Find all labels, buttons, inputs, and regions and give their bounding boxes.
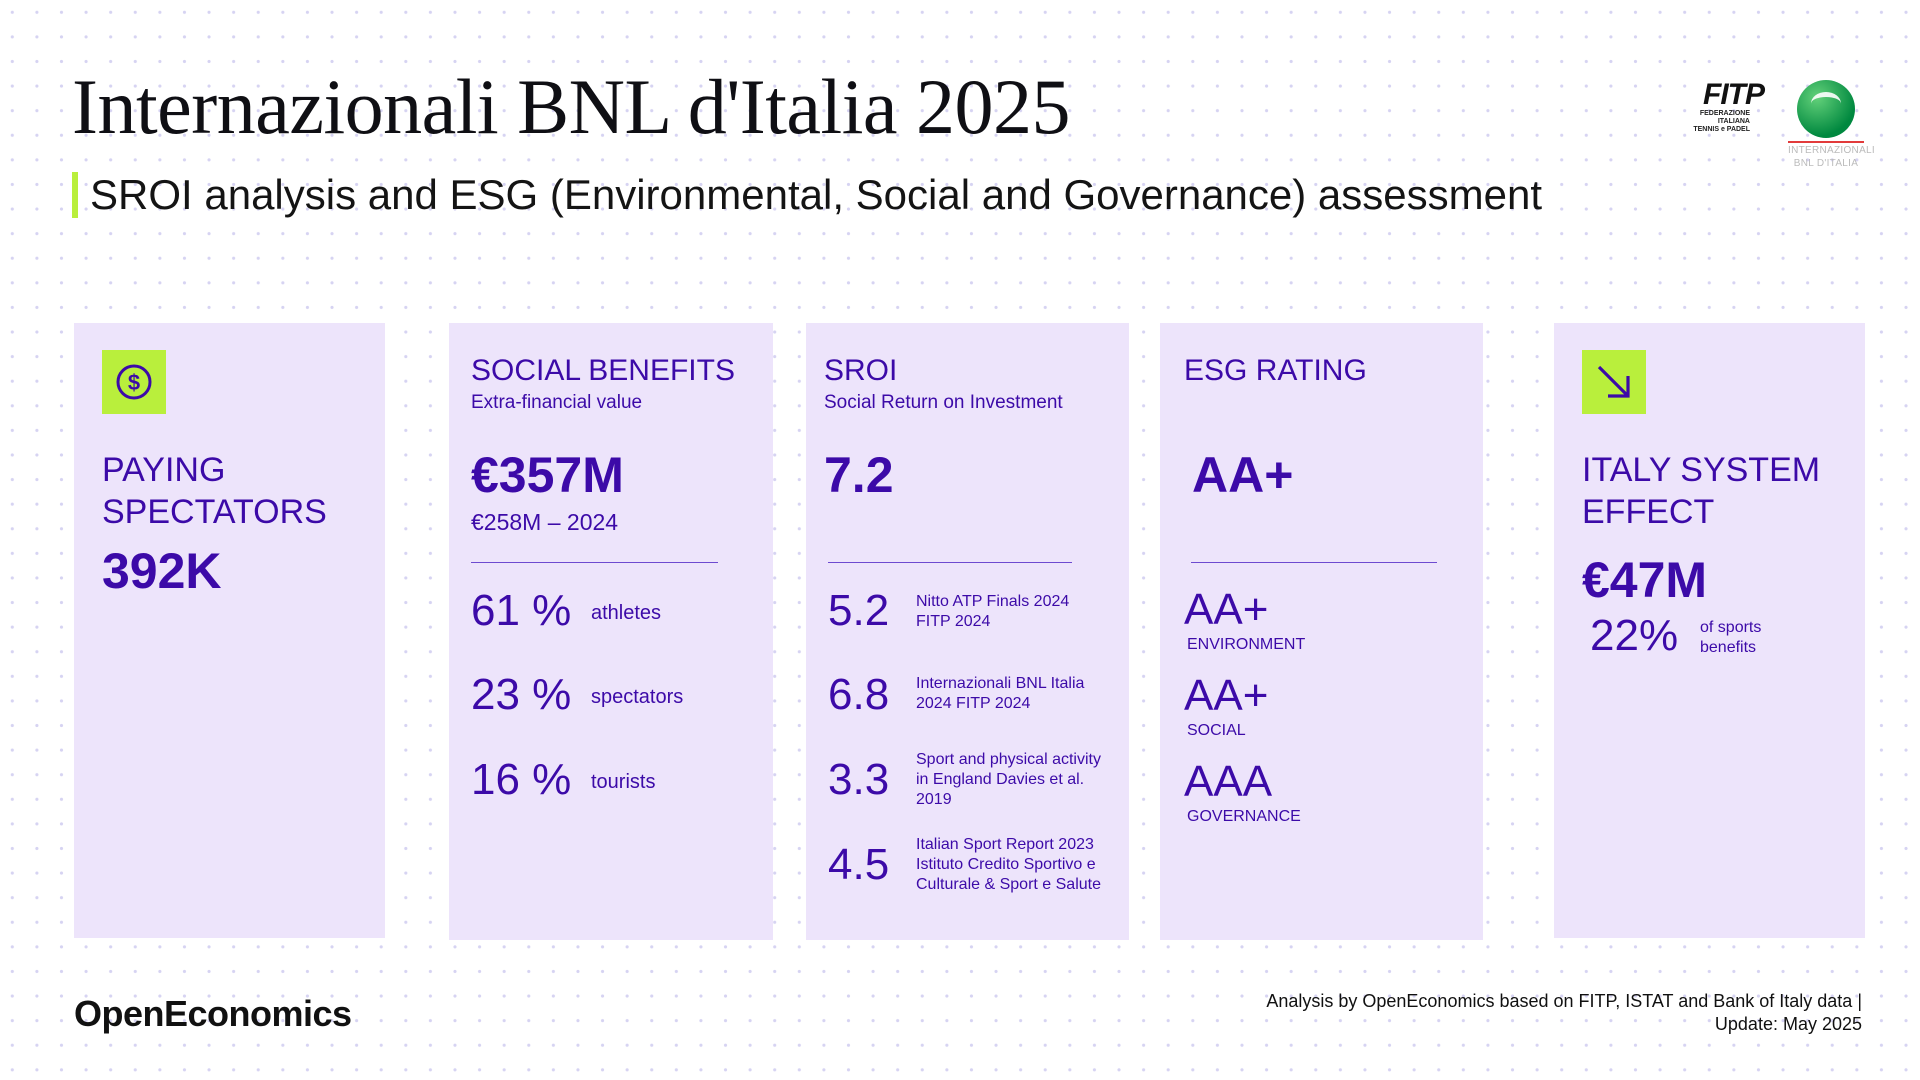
footer-note-line1: Analysis by OpenEconomics based on FITP,… xyxy=(1266,991,1862,1011)
openeconomics-logo: OpenEconomics xyxy=(74,993,352,1034)
spectators-label-line2: SPECTATORS xyxy=(102,493,327,531)
esg-component-rating: AA+ xyxy=(1184,671,1269,720)
italy-pct-label: of sports benefits xyxy=(1700,618,1761,658)
benchmark-value: 5.2 xyxy=(828,586,890,635)
fitp-logo-line1: FEDERAZIONE xyxy=(1699,110,1750,117)
breakdown-label: spectators xyxy=(591,686,684,708)
social-value: €357M xyxy=(471,447,624,503)
tennis-ball-icon xyxy=(1797,80,1855,138)
benchmark-label-line: 2024 FITP 2024 xyxy=(916,695,1031,712)
social-subtitle: Extra-financial value xyxy=(471,392,643,413)
benchmark-label-line: in England Davies et al. xyxy=(916,771,1085,788)
italy-pct-label-line: benefits xyxy=(1700,639,1757,656)
arrow-down-right-icon xyxy=(1582,350,1646,414)
benchmark-label-line: Culturale & Sport e Salute xyxy=(916,876,1101,893)
breakdown-label: athletes xyxy=(591,602,662,624)
social-previous: €258M – 2024 xyxy=(471,509,619,535)
spectators-card: $ PAYING SPECTATORS 392K xyxy=(74,323,385,938)
esg-component-label: SOCIAL xyxy=(1187,722,1246,739)
italy-label-line2: EFFECT xyxy=(1582,493,1715,531)
esg-component-social: AA+ SOCIAL xyxy=(1184,674,1268,740)
benchmark-label: Italian Sport Report 2023 Istituto Credi… xyxy=(916,835,1116,895)
benchmark-label: Internazionali BNL Italia 2024 FITP 2024 xyxy=(916,674,1116,714)
esg-component-label: ENVIRONMENT xyxy=(1187,636,1306,653)
benchmark-label-line: Sport and physical activity xyxy=(916,751,1101,768)
page-title: Internazionali BNL d'Italia 2025 xyxy=(72,63,1071,150)
esg-component-label: GOVERNANCE xyxy=(1187,808,1301,825)
benchmark-label-line: Nitto ATP Finals 2024 xyxy=(916,593,1070,610)
benchmark-label-line: Internazionali BNL Italia xyxy=(916,675,1085,692)
fitp-logo-word: FITP xyxy=(1703,78,1765,111)
event-logo: INTERNAZIONALI BNL D'ITALIA xyxy=(1788,80,1875,170)
page-subtitle: SROI analysis and ESG (Environmental, So… xyxy=(72,172,1542,218)
fitp-logo-line3: TENNIS e PADEL xyxy=(1693,126,1750,133)
benchmark-label-line: 2019 xyxy=(916,791,952,808)
italy-pct-label-line: of sports xyxy=(1700,619,1762,636)
esg-component-rating: AA+ xyxy=(1184,585,1269,634)
sroi-card: SROI Social Return on Investment 7.2 5.2… xyxy=(806,323,1129,940)
sroi-value: 7.2 xyxy=(824,447,894,503)
esg-component-governance: AAA GOVERNANCE xyxy=(1184,760,1301,826)
breakdown-pct: 16 % xyxy=(471,755,572,804)
sroi-title: SROI xyxy=(824,354,898,387)
benchmark-label: Sport and physical activity in England D… xyxy=(916,750,1116,810)
fitp-logo-line2: ITALIANA xyxy=(1717,118,1750,125)
event-logo-line1: INTERNAZIONALI xyxy=(1788,145,1875,156)
breakdown-pct: 61 % xyxy=(471,586,572,635)
italy-value: €47M xyxy=(1582,552,1708,608)
sroi-divider xyxy=(828,562,1072,563)
footer-source-note: Analysis by OpenEconomics based on FITP,… xyxy=(1266,990,1862,1036)
esg-component-rating: AAA xyxy=(1184,757,1273,806)
footer-note-line2: Update: May 2025 xyxy=(1714,1014,1862,1034)
social-title: SOCIAL BENEFITS xyxy=(471,354,735,387)
logo-divider xyxy=(1788,141,1864,143)
dollar-circle-icon: $ xyxy=(102,350,166,414)
esg-divider xyxy=(1191,562,1437,563)
benchmark-value: 3.3 xyxy=(828,755,890,804)
sroi-subtitle: Social Return on Investment xyxy=(824,392,1063,413)
benchmark-value: 4.5 xyxy=(828,840,890,889)
benchmark-label-line: FITP 2024 xyxy=(916,613,991,630)
event-logo-line2: BNL D'ITALIA xyxy=(1793,158,1859,169)
spectators-value: 392K xyxy=(102,543,222,599)
breakdown-label: tourists xyxy=(591,771,656,793)
benchmark-label-line: Italian Sport Report 2023 xyxy=(916,836,1094,853)
social-benefits-card: SOCIAL BENEFITS Extra-financial value €3… xyxy=(449,323,773,940)
spectators-label-line1: PAYING xyxy=(102,451,226,489)
italy-pct: 22% xyxy=(1590,611,1679,660)
italy-system-effect-card: ITALY SYSTEM EFFECT €47M 22% of sports b… xyxy=(1554,323,1865,938)
italy-label-line1: ITALY SYSTEM xyxy=(1582,451,1821,489)
svg-text:$: $ xyxy=(128,370,140,395)
benchmark-value: 6.8 xyxy=(828,670,890,719)
breakdown-pct: 23 % xyxy=(471,670,572,719)
esg-rating-card: ESG RATING AA+ AA+ ENVIRONMENT AA+ SOCIA… xyxy=(1160,323,1483,940)
esg-title: ESG RATING xyxy=(1184,354,1367,387)
benchmark-label: Nitto ATP Finals 2024 FITP 2024 xyxy=(916,592,1116,632)
esg-component-environment: AA+ ENVIRONMENT xyxy=(1184,588,1305,654)
benchmark-label-line: Istituto Credito Sportivo e xyxy=(916,856,1096,873)
esg-value: AA+ xyxy=(1192,447,1294,503)
social-divider xyxy=(471,562,718,563)
fitp-logo: FITP FEDERAZIONE ITALIANA TENNIS e PADEL xyxy=(1650,80,1770,142)
